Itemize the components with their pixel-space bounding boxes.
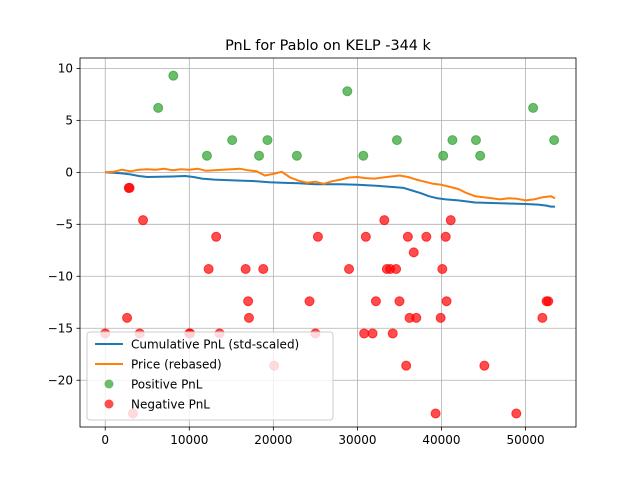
x-tick-label: 20000	[254, 433, 292, 447]
data-point	[440, 231, 451, 242]
data-point	[342, 86, 353, 97]
data-point	[360, 231, 371, 242]
data-point	[201, 150, 212, 161]
x-tick-label: 50000	[506, 433, 544, 447]
data-point	[430, 408, 441, 419]
x-tick-label: 40000	[422, 433, 460, 447]
y-tick-label: −15	[48, 321, 73, 335]
data-point	[437, 264, 448, 275]
legend-label: Cumulative PnL (std-scaled)	[131, 338, 299, 352]
x-tick-label: 10000	[170, 433, 208, 447]
series-line-0	[105, 171, 555, 208]
data-point	[391, 135, 402, 146]
series-line-1	[105, 167, 556, 202]
data-point	[203, 264, 214, 275]
chart-title: PnL for Pablo on KELP -344 k	[225, 38, 431, 54]
y-tick-label: −5	[55, 218, 73, 232]
legend-box	[86, 331, 334, 421]
data-point	[291, 150, 302, 161]
data-point	[543, 296, 554, 307]
data-point	[359, 328, 370, 339]
data-point	[479, 360, 490, 371]
data-point	[435, 312, 446, 323]
x-tick-label: 0	[101, 433, 109, 447]
grid	[80, 58, 576, 427]
data-point	[211, 231, 222, 242]
data-point	[304, 296, 315, 307]
data-point	[227, 135, 238, 146]
legend-marker-swatch	[104, 379, 114, 389]
data-point	[358, 150, 369, 161]
data-point	[243, 312, 254, 323]
data-point	[402, 231, 413, 242]
data-point	[528, 102, 539, 113]
plot-frame	[79, 57, 577, 428]
y-tick-label: 10	[58, 62, 73, 76]
data-point	[537, 312, 548, 323]
data-point	[240, 264, 251, 275]
data-point	[438, 150, 449, 161]
legend-label: Price (rebased)	[131, 358, 222, 372]
data-point	[421, 231, 432, 242]
data-point	[379, 215, 390, 226]
data-point	[445, 215, 456, 226]
data-point	[447, 135, 458, 146]
y-tick-label: −20	[48, 373, 73, 387]
data-point	[153, 102, 164, 113]
y-tick-label: 0	[65, 166, 73, 180]
data-point	[441, 296, 452, 307]
data-point	[262, 135, 273, 146]
data-point	[243, 296, 254, 307]
data-point	[408, 247, 419, 258]
data-point	[401, 360, 412, 371]
data-point	[312, 231, 323, 242]
legend-label: Positive PnL	[131, 378, 203, 392]
data-point	[411, 312, 422, 323]
data-point	[387, 328, 398, 339]
data-point	[367, 328, 378, 339]
line-series	[105, 167, 556, 208]
data-point	[549, 135, 560, 146]
data-point	[138, 215, 149, 226]
data-point	[122, 312, 133, 323]
data-point	[511, 408, 522, 419]
data-point	[168, 70, 179, 81]
data-point	[370, 296, 381, 307]
y-tick-label: 5	[65, 114, 73, 128]
data-point	[391, 264, 402, 275]
axes: 0 10000 20000 30000 40000 50000 −20 −15 −10 −5 0 5 1…	[48, 57, 577, 447]
y-tick-label: −10	[48, 269, 73, 283]
legend-label: Negative PnL	[131, 398, 210, 412]
legend: Cumulative PnL (std-scaled) Price (rebase…	[86, 331, 334, 421]
data-point	[254, 150, 265, 161]
data-point	[258, 264, 269, 275]
data-point	[470, 135, 481, 146]
data-point	[394, 296, 405, 307]
data-point	[344, 264, 355, 275]
x-tick-label: 30000	[338, 433, 376, 447]
data-point	[475, 150, 486, 161]
data-point	[124, 182, 135, 193]
legend-marker-swatch	[104, 399, 114, 409]
